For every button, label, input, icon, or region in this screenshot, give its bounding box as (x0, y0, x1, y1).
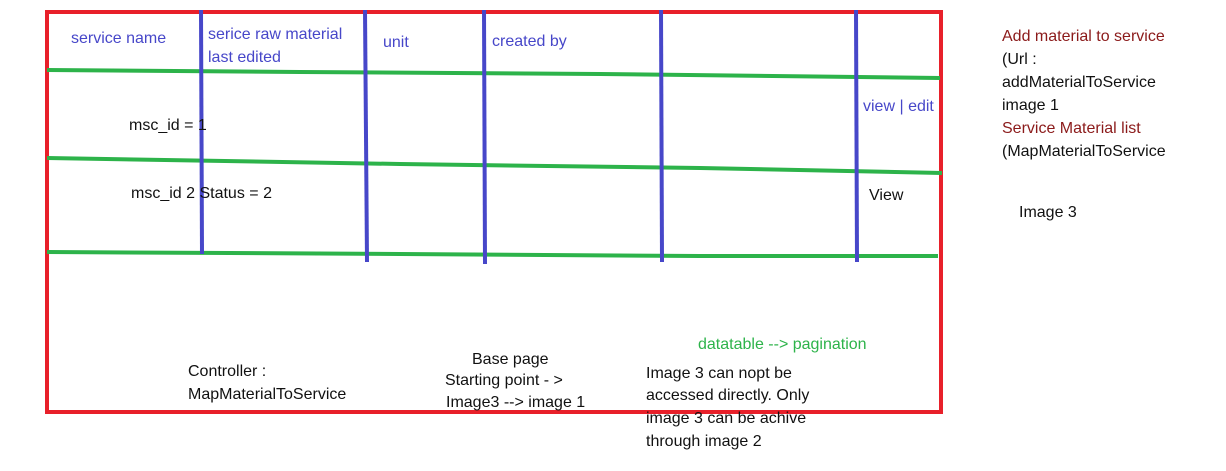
action-separator: | (895, 98, 909, 115)
base-page-title: Base page (472, 351, 549, 368)
column-divider-4 (659, 9, 664, 263)
base-page-line-3: Image3 --> image 1 (446, 394, 586, 411)
pagination-note: datatable --> pagination (698, 336, 867, 353)
sidebar-image-1: image 1 (1002, 97, 1059, 114)
row-divider-header (46, 68, 941, 80)
view-link-row-2[interactable]: View (869, 187, 904, 204)
controller-label: Controller : (188, 363, 267, 380)
column-divider-1 (199, 9, 204, 255)
sidebar-controller: (MapMaterialToService (1002, 143, 1166, 160)
image3-note-line-4: through image 2 (646, 433, 762, 450)
row-divider-1 (46, 156, 943, 175)
row-2-label: msc_id 2 Status = 2 (131, 185, 272, 202)
header-last-edited: last edited (208, 49, 281, 66)
header-unit: unit (383, 34, 409, 51)
row-1-label: msc_id = 1 (129, 117, 207, 134)
header-created-by: created by (492, 33, 567, 50)
row-1-actions: view | edit (863, 95, 934, 118)
image3-note-line-1: Image 3 can nopt be (646, 365, 792, 382)
column-divider-2 (363, 9, 369, 263)
sidebar-heading-material-list: Service Material list (1002, 120, 1141, 137)
sidebar-image-3: Image 3 (1019, 204, 1077, 221)
image3-note-line-3: image 3 can be achive (646, 410, 807, 427)
sidebar-url-value: addMaterialToService (1002, 74, 1156, 91)
sidebar-heading-add-material: Add material to service (1002, 28, 1165, 45)
sidebar-url-label: (Url : (1002, 51, 1037, 68)
header-service-name: service name (71, 30, 167, 47)
header-raw-material: serice raw material (208, 26, 343, 43)
base-page-line-2: Starting point - > (445, 372, 563, 389)
column-divider-3 (482, 9, 487, 265)
controller-name: MapMaterialToService (188, 386, 347, 403)
row-divider-2 (46, 250, 938, 258)
table-frame (45, 10, 943, 414)
edit-link[interactable]: edit (908, 98, 934, 115)
image3-note-line-2: accessed directly. Only (646, 387, 810, 404)
column-divider-5 (854, 9, 859, 263)
view-link[interactable]: view (863, 98, 896, 115)
